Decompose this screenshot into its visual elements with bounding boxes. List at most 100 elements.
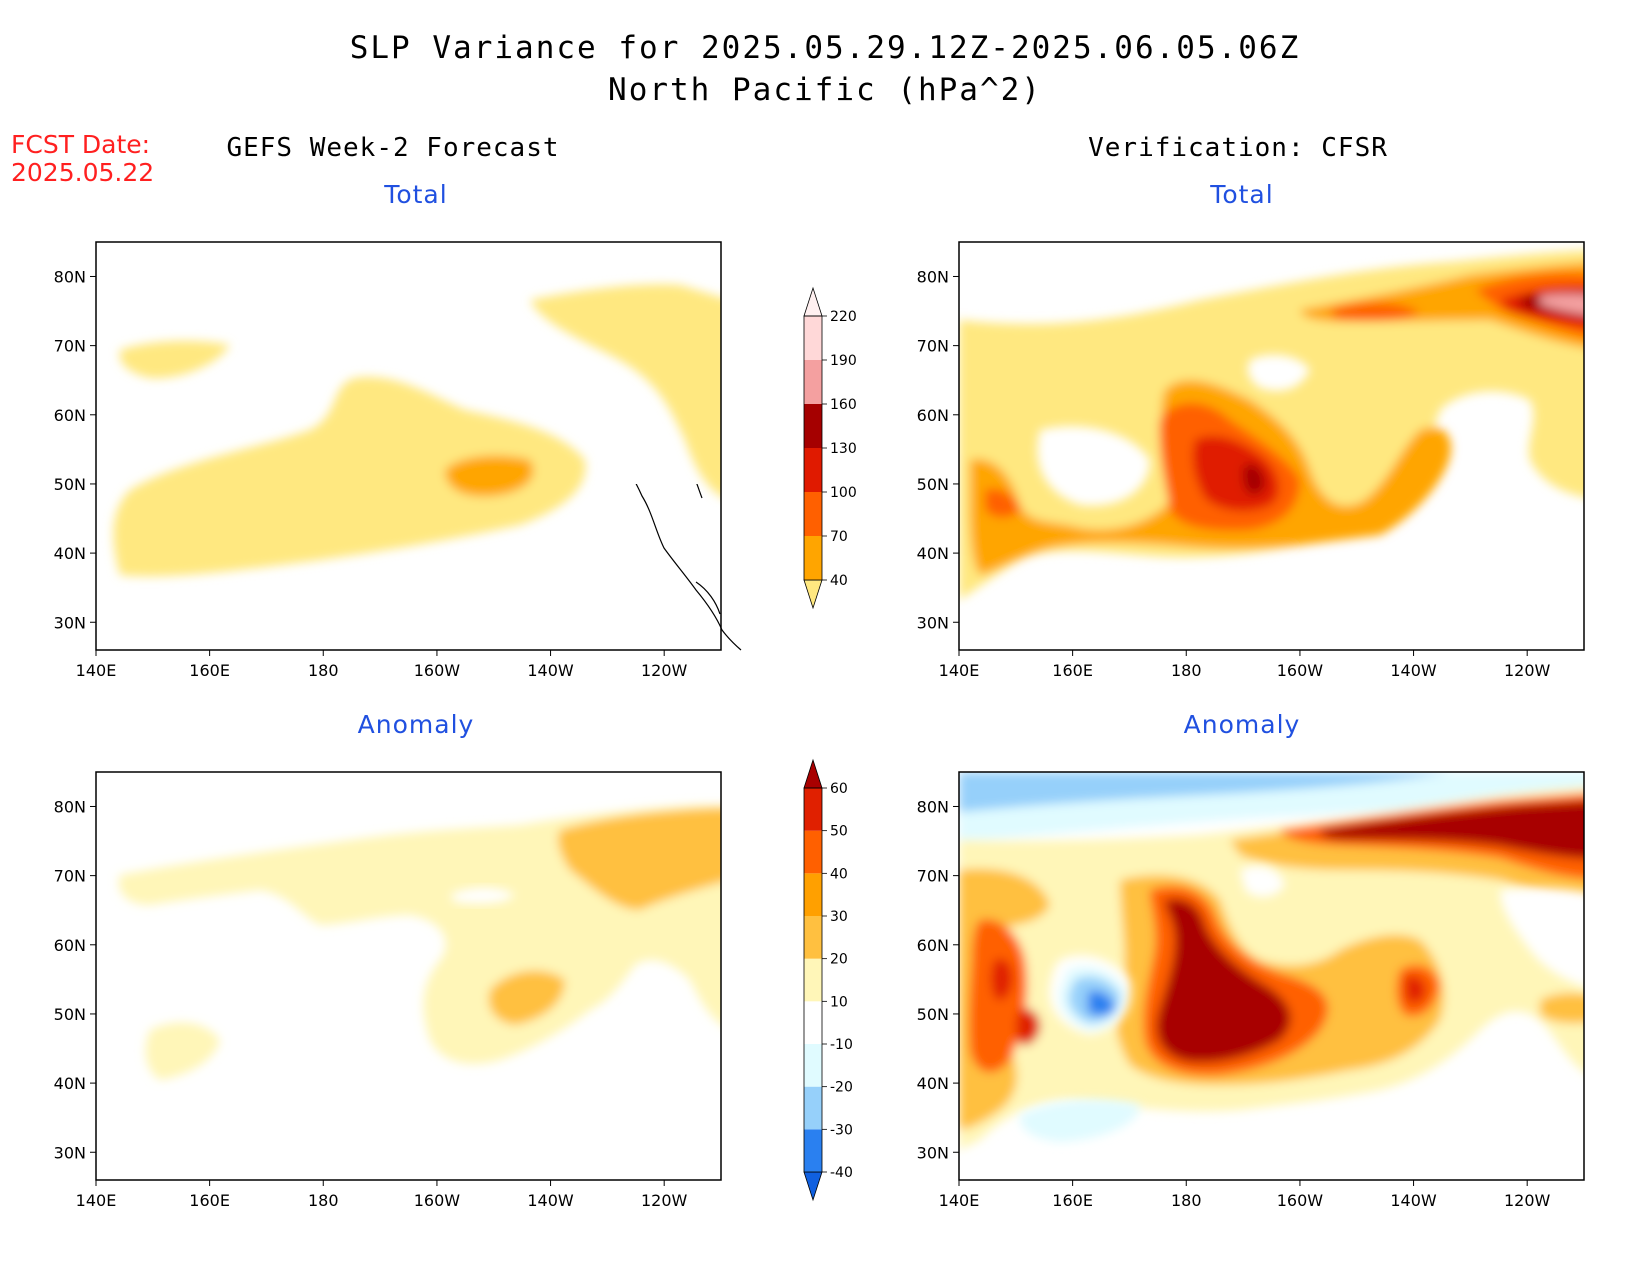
x-tick-label-top-right: 120W <box>1504 661 1551 680</box>
y-tick-label-bottom-left: 40N <box>54 1074 86 1093</box>
panel-top-right-map <box>958 241 1585 651</box>
colorbar-segment <box>804 1129 822 1172</box>
y-tick-label-bottom-right: 60N <box>917 936 949 955</box>
x-tick-label-top-right: 140E <box>939 661 980 680</box>
y-tick-label-top-left: 80N <box>54 267 86 286</box>
colorbar-segment <box>804 536 822 580</box>
x-tick-label-bottom-right: 140W <box>1390 1191 1437 1210</box>
colorbar-segment <box>804 830 822 874</box>
colorbar-segment <box>804 448 822 492</box>
y-tick-label-bottom-right: 30N <box>917 1143 949 1162</box>
colorbar-segment <box>804 1044 822 1087</box>
y-tick-label-top-left: 30N <box>54 613 86 632</box>
x-tick-label-bottom-right: 120W <box>1504 1191 1551 1210</box>
x-tick-label-top-right: 160E <box>1052 661 1093 680</box>
colorbar-anomaly: -40 -30 -20 -10 10 20 30 40 50 60 <box>803 758 853 1202</box>
y-tick-label-bottom-left: 50N <box>54 1005 86 1024</box>
colorbar-label: 40 <box>830 573 848 589</box>
x-tick-label-bottom-right: 180 <box>1171 1191 1202 1210</box>
y-tick-label-bottom-left: 70N <box>54 867 86 886</box>
colorbar-segment <box>804 1001 822 1044</box>
y-tick-label-bottom-right: 40N <box>917 1074 949 1093</box>
y-tick-label-top-left: 40N <box>54 544 86 563</box>
colorbar-segment <box>803 1171 823 1202</box>
colorbar-segment <box>803 579 823 610</box>
colorbar-label: 160 <box>830 397 857 413</box>
colorbar-label: -40 <box>830 1165 853 1181</box>
map-axes: 140E 160E 180 160W 140W 120W 80N 70N 60N 50N 40N 30… <box>54 267 1551 1210</box>
x-tick-label-top-left: 120W <box>641 661 688 680</box>
fcst-date-value: 2025.05.22 <box>11 158 155 187</box>
x-tick-label-top-left: 160W <box>414 661 461 680</box>
y-tick-label-top-left: 50N <box>54 475 86 494</box>
x-tick-label-bottom-right: 160E <box>1052 1191 1093 1210</box>
panel-label-bottom-right: Anomaly <box>1183 710 1301 739</box>
colorbar-segment <box>804 492 822 536</box>
x-tick-label-bottom-left: 120W <box>641 1191 688 1210</box>
y-tick-label-bottom-left: 30N <box>54 1143 86 1162</box>
panel-bottom-right-map <box>958 771 1585 1181</box>
colorbar-label: 70 <box>830 529 848 545</box>
colorbar-label: 100 <box>830 485 857 501</box>
x-tick-label-bottom-left: 160E <box>189 1191 230 1210</box>
x-tick-label-bottom-right: 160W <box>1277 1191 1324 1210</box>
x-tick-label-top-right: 180 <box>1171 661 1202 680</box>
y-tick-label-bottom-right: 80N <box>917 797 949 816</box>
x-tick-label-top-left: 180 <box>308 661 339 680</box>
y-tick-label-top-left: 60N <box>54 406 86 425</box>
colorbar-segment <box>804 873 822 916</box>
colorbar-segment <box>804 916 822 959</box>
y-tick-label-bottom-right: 70N <box>917 867 949 886</box>
x-tick-label-top-left: 140E <box>76 661 117 680</box>
colorbar-segment <box>803 286 823 317</box>
x-tick-label-top-left: 140W <box>527 661 574 680</box>
y-tick-label-top-right: 70N <box>917 337 949 356</box>
panel-frame-top-left <box>95 241 722 651</box>
right-column-title: Verification: CFSR <box>1088 133 1388 163</box>
panel-label-top-left: Total <box>384 180 448 209</box>
x-tick-label-bottom-right: 140E <box>939 1191 980 1210</box>
panel-frame-bottom-right <box>958 771 1585 1181</box>
colorbar-label: -20 <box>830 1080 853 1096</box>
colorbar-label: 190 <box>830 353 857 369</box>
colorbar-frame <box>803 787 823 1173</box>
colorbar-label: 220 <box>830 309 857 325</box>
colorbar-segment <box>804 1086 822 1130</box>
y-tick-label-bottom-left: 60N <box>54 936 86 955</box>
x-tick-label-top-left: 160E <box>189 661 230 680</box>
y-tick-label-bottom-left: 80N <box>54 797 86 816</box>
y-tick-label-top-right: 80N <box>917 267 949 286</box>
x-tick-label-bottom-left: 180 <box>308 1191 339 1210</box>
colorbar-segment <box>804 788 822 831</box>
y-tick-label-bottom-right: 50N <box>917 1005 949 1024</box>
y-tick-label-top-right: 50N <box>917 475 949 494</box>
panel-frame-top-right <box>958 241 1585 651</box>
panel-frame-bottom-left <box>95 771 722 1181</box>
panel-bottom-left-map <box>95 771 722 1181</box>
colorbar-label: -30 <box>830 1122 853 1138</box>
panel-label-bottom-left: Anomaly <box>357 710 475 739</box>
colorbar-segment <box>804 316 822 360</box>
colorbar-label: 60 <box>830 781 848 797</box>
colorbar-label: 40 <box>830 866 848 882</box>
panel-label-top-right: Total <box>1210 180 1274 209</box>
colorbar-label: 10 <box>830 994 848 1010</box>
colorbar-label: 30 <box>830 909 848 925</box>
colorbar-segment <box>804 958 822 1002</box>
x-tick-label-bottom-left: 160W <box>414 1191 461 1210</box>
colorbar-label: 50 <box>830 824 848 840</box>
left-column-title: GEFS Week-2 Forecast <box>226 133 560 163</box>
y-tick-label-top-left: 70N <box>54 337 86 356</box>
fcst-date-label: FCST Date: <box>11 130 151 159</box>
colorbar-segment <box>803 758 823 789</box>
y-tick-label-top-right: 60N <box>917 406 949 425</box>
y-tick-label-top-right: 30N <box>917 613 949 632</box>
x-tick-label-top-right: 160W <box>1277 661 1324 680</box>
panel-top-left-map <box>95 241 722 651</box>
colorbar-label: -10 <box>830 1037 853 1053</box>
colorbar-label: 20 <box>830 952 848 968</box>
colorbar-total: 40 70 100 130 160 190 220 <box>803 286 857 610</box>
colorbar-segment <box>804 360 822 404</box>
